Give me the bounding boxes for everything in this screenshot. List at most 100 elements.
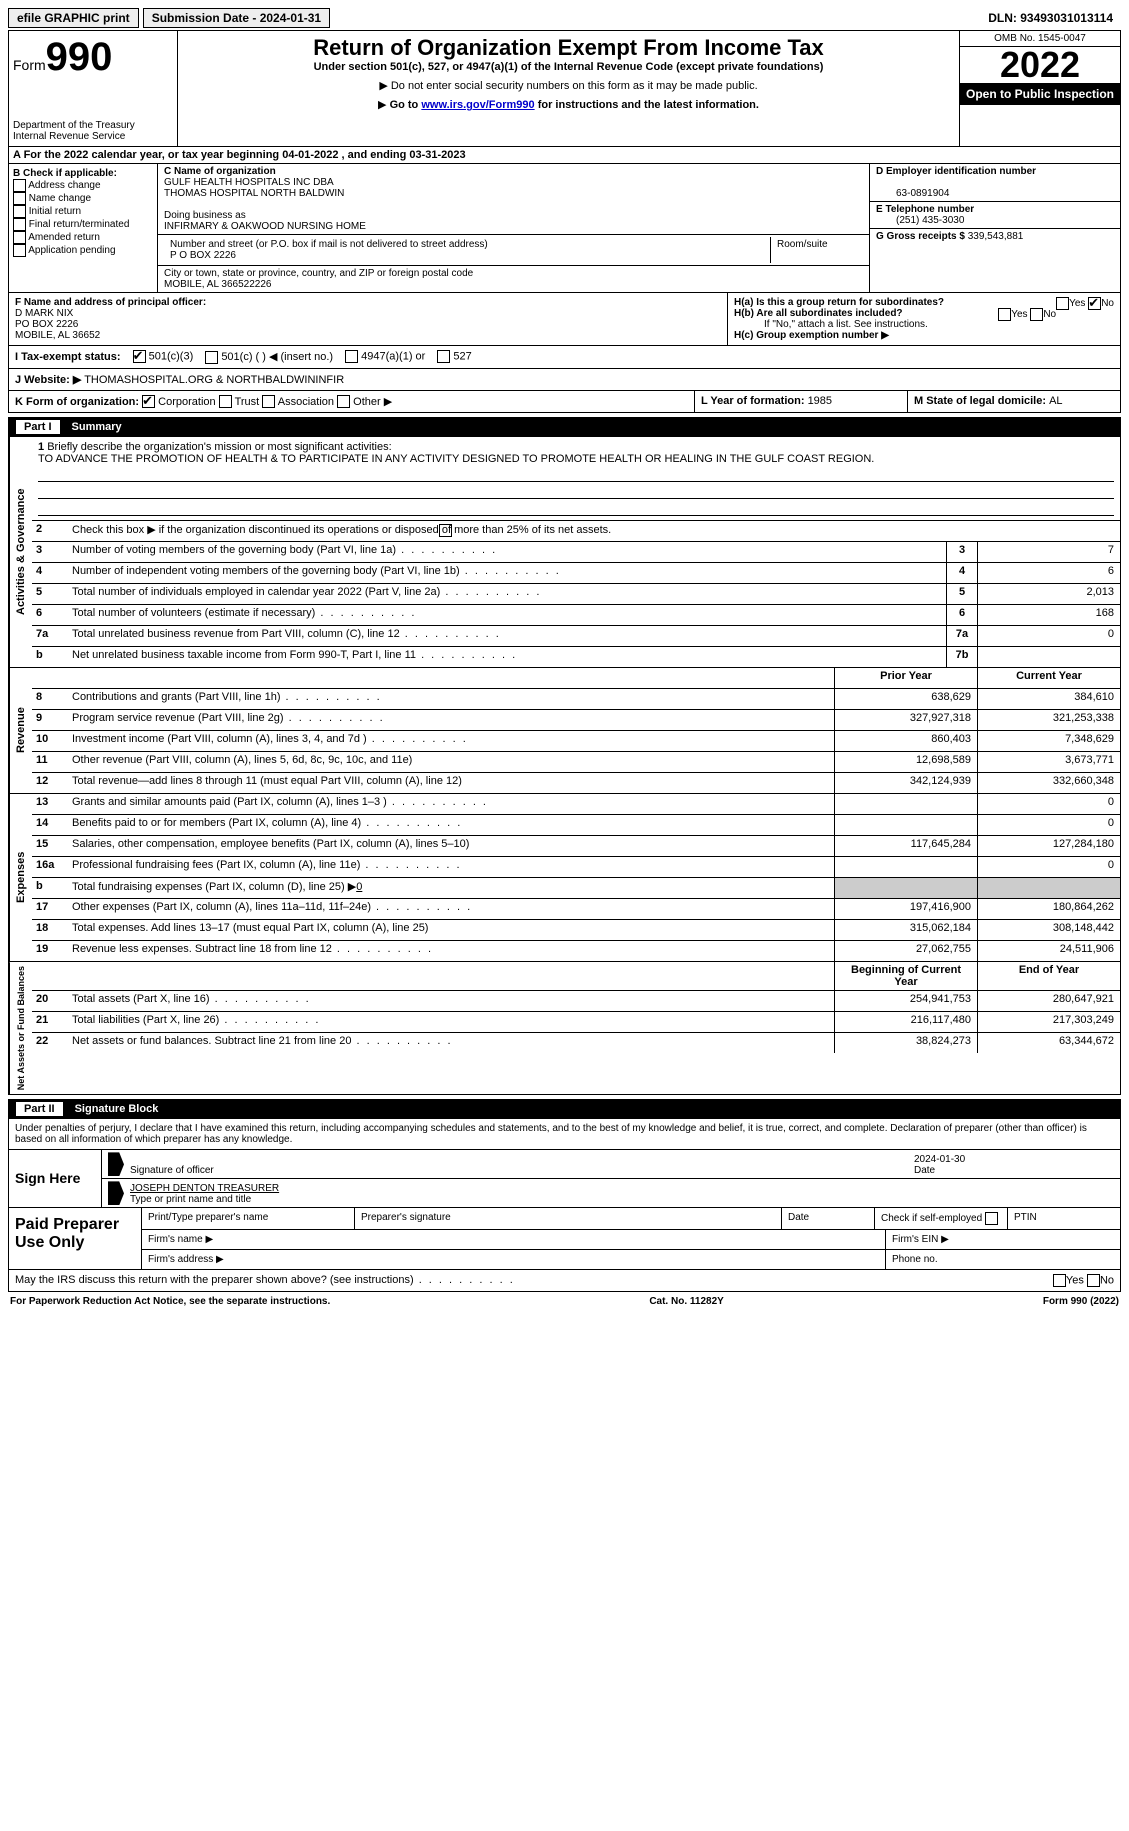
grid-bcd: B Check if applicable: Address change Na… bbox=[8, 164, 1121, 293]
chk-final[interactable] bbox=[13, 218, 26, 231]
note2-pre: Go to bbox=[390, 99, 422, 111]
lbl-amended: Amended return bbox=[28, 232, 100, 243]
sign-section: Sign Here Signature of officer 2024-01-3… bbox=[8, 1150, 1121, 1208]
l10c: 7,348,629 bbox=[977, 731, 1120, 751]
lbl-address: Address change bbox=[28, 180, 100, 191]
submission-btn[interactable]: Submission Date - 2024-01-31 bbox=[143, 8, 330, 28]
l16b-shade1 bbox=[834, 878, 977, 898]
penalties: Under penalties of perjury, I declare th… bbox=[8, 1119, 1121, 1150]
l9p: 327,927,318 bbox=[834, 710, 977, 730]
prep-h5: PTIN bbox=[1008, 1208, 1120, 1229]
chk-trust[interactable] bbox=[219, 395, 232, 408]
officer-name: D MARK NIX bbox=[15, 308, 73, 319]
revenue-tab: Revenue bbox=[9, 668, 32, 793]
sig-arrow2 bbox=[108, 1181, 124, 1205]
chk-501c[interactable] bbox=[205, 351, 218, 364]
state-label: M State of legal domicile: bbox=[914, 395, 1049, 407]
l21p: 216,117,480 bbox=[834, 1012, 977, 1032]
sig-name: JOSEPH DENTON TREASURER bbox=[130, 1183, 279, 1194]
room-label: Room/suite bbox=[771, 237, 863, 263]
hb-yes[interactable] bbox=[998, 308, 1011, 321]
part1-title: Summary bbox=[72, 421, 122, 433]
phone-label: E Telephone number bbox=[876, 204, 974, 215]
ha-label: H(a) Is this a group return for subordin… bbox=[734, 297, 944, 308]
col-b-label: B Check if applicable: bbox=[13, 168, 117, 179]
chk-amended[interactable] bbox=[13, 231, 26, 244]
501c3: 501(c)(3) bbox=[149, 351, 194, 363]
dept: Department of the Treasury Internal Reve… bbox=[13, 120, 173, 142]
l2: Check this box ▶ if the organization dis… bbox=[72, 524, 611, 536]
chk-assoc[interactable] bbox=[262, 395, 275, 408]
l11p: 12,698,589 bbox=[834, 752, 977, 772]
gross-label: G Gross receipts $ bbox=[876, 231, 968, 242]
hb-no[interactable] bbox=[1030, 308, 1043, 321]
street-label: Number and street (or P.O. box if mail i… bbox=[170, 239, 488, 250]
footer-mid: Cat. No. 11282Y bbox=[649, 1296, 723, 1307]
discuss-yes[interactable] bbox=[1053, 1274, 1066, 1287]
chk-initial[interactable] bbox=[13, 205, 26, 218]
form-label: Form bbox=[13, 57, 46, 73]
l22c: 63,344,672 bbox=[977, 1033, 1120, 1053]
l4v: 6 bbox=[977, 563, 1120, 583]
corp: Corporation bbox=[158, 396, 215, 408]
chk-501c3[interactable] bbox=[133, 350, 146, 363]
l16b: Total fundraising expenses (Part IX, col… bbox=[72, 881, 356, 893]
chk-self[interactable] bbox=[985, 1212, 998, 1225]
l16ac: 0 bbox=[977, 857, 1120, 877]
row-k: K Form of organization: Corporation Trus… bbox=[8, 391, 1121, 414]
l22: Net assets or fund balances. Subtract li… bbox=[68, 1033, 834, 1053]
chk-name[interactable] bbox=[13, 192, 26, 205]
l19p: 27,062,755 bbox=[834, 941, 977, 961]
part2-header: Part II Signature Block bbox=[8, 1099, 1121, 1119]
state: AL bbox=[1049, 395, 1062, 407]
part2-title: Signature Block bbox=[75, 1103, 159, 1115]
527: 527 bbox=[453, 351, 471, 363]
city-label: City or town, state or province, country… bbox=[164, 268, 473, 279]
phone: (251) 435-3030 bbox=[876, 215, 964, 226]
l16ap bbox=[834, 857, 977, 877]
chk-pending[interactable] bbox=[13, 244, 26, 257]
l12p: 342,124,939 bbox=[834, 773, 977, 793]
part1-header: Part I Summary bbox=[8, 417, 1121, 437]
l2-chk[interactable] bbox=[439, 524, 452, 537]
efile-btn[interactable]: efile GRAPHIC print bbox=[8, 8, 139, 28]
row-a-begin: 04-01-2022 bbox=[282, 149, 338, 161]
expenses-section: Expenses 13Grants and similar amounts pa… bbox=[8, 794, 1121, 962]
501c: 501(c) ( ) ◀ (insert no.) bbox=[221, 351, 333, 363]
chk-527[interactable] bbox=[437, 350, 450, 363]
website-label: J Website: ▶ bbox=[15, 374, 81, 386]
discuss-no[interactable] bbox=[1087, 1274, 1100, 1287]
l8: Contributions and grants (Part VIII, lin… bbox=[68, 689, 834, 709]
note2-link[interactable]: www.irs.gov/Form990 bbox=[421, 99, 534, 111]
chk-address[interactable] bbox=[13, 179, 26, 192]
l6: Total number of volunteers (estimate if … bbox=[68, 605, 946, 625]
chk-other[interactable] bbox=[337, 395, 350, 408]
ha-no[interactable] bbox=[1088, 297, 1101, 310]
l9c: 321,253,338 bbox=[977, 710, 1120, 730]
l18: Total expenses. Add lines 13–17 (must eq… bbox=[68, 920, 834, 940]
dba: INFIRMARY & OAKWOOD NURSING HOME bbox=[164, 221, 366, 232]
hc-label: H(c) Group exemption number ▶ bbox=[734, 330, 889, 341]
l16bv: 0 bbox=[356, 881, 362, 893]
lbl-final: Final return/terminated bbox=[29, 219, 130, 230]
footer-left: For Paperwork Reduction Act Notice, see … bbox=[10, 1296, 330, 1307]
row-j: J Website: ▶ THOMASHOSPITAL.ORG & NORTHB… bbox=[8, 369, 1121, 391]
form-org-label: K Form of organization: bbox=[15, 396, 139, 408]
form-number: 990 bbox=[46, 35, 113, 79]
l6v: 168 bbox=[977, 605, 1120, 625]
chk-corp[interactable] bbox=[142, 395, 155, 408]
prior-year: Prior Year bbox=[834, 668, 977, 688]
lbl-name: Name change bbox=[29, 193, 91, 204]
sig-name-label: Type or print name and title bbox=[130, 1194, 251, 1205]
l19c: 24,511,906 bbox=[977, 941, 1120, 961]
l8c: 384,610 bbox=[977, 689, 1120, 709]
end-year: End of Year bbox=[977, 962, 1120, 990]
ein: 63-0891904 bbox=[876, 188, 949, 199]
l18p: 315,062,184 bbox=[834, 920, 977, 940]
discuss-row: May the IRS discuss this return with the… bbox=[8, 1270, 1121, 1292]
row-fh: F Name and address of principal officer:… bbox=[8, 293, 1121, 346]
city: MOBILE, AL 366522226 bbox=[164, 279, 272, 290]
ha-yes[interactable] bbox=[1056, 297, 1069, 310]
chk-4947[interactable] bbox=[345, 350, 358, 363]
row-a-text: A For the 2022 calendar year, or tax yea… bbox=[13, 149, 282, 161]
